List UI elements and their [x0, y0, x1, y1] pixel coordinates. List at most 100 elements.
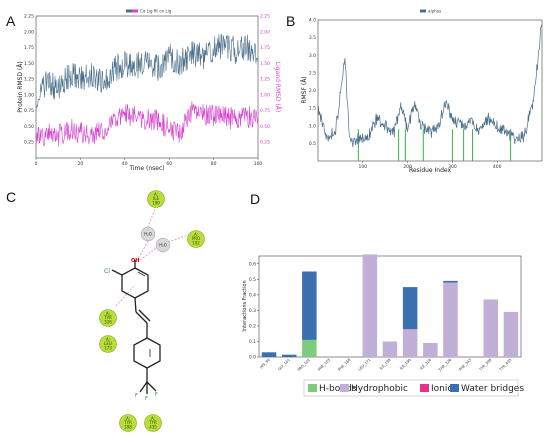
legend-label-ionic: Ionic	[431, 384, 452, 394]
residue-nodes: A:ILE199A:PRO102A:TYR326A:LEU173A:TYR398…	[99, 190, 205, 432]
x-tick-label: 80	[211, 161, 217, 167]
residue-number-label: 173	[104, 345, 112, 350]
panel-b-legend: alphas	[420, 9, 441, 14]
y-tick-label: 1.5	[309, 106, 316, 112]
atom-cl: Cl	[104, 268, 110, 275]
bar-hydrophobic	[423, 343, 438, 357]
bond-f2	[146, 381, 157, 392]
y-tick-label-right: 1.50	[260, 61, 270, 67]
hbond-water2-pro102	[167, 234, 189, 243]
panel-b-letter: B	[286, 13, 295, 29]
bar-water-bridges	[261, 352, 277, 357]
hbond-oh-water2	[139, 246, 159, 261]
hbond-ile199-water	[147, 205, 157, 228]
residue-node-circle	[147, 190, 165, 208]
y-tick-label-right: 0.25	[260, 140, 270, 146]
y-tick-label: 2.5	[309, 70, 316, 76]
panel-c: C OH Cl F	[6, 189, 205, 432]
atom-f2: F	[155, 392, 158, 398]
y-tick-label: 0.0	[249, 355, 256, 361]
residue-number-label: 199	[152, 200, 160, 205]
x-tick-label: 100	[359, 164, 368, 170]
bar-water-bridges	[282, 354, 297, 357]
panel-b-contact-lines	[357, 129, 512, 161]
residue-chain-label: A:	[106, 311, 110, 316]
panel-b: B alphas 100 200 300 400 0.5 1.0 1.5 2.0 2.5 3.0 3…	[286, 9, 543, 174]
panel-a: A Cα Lig fit on Lig 0 20 40 60 80 100 0.25 0.50…	[6, 9, 281, 173]
y-tick-label: 2.0	[309, 88, 316, 94]
y-tick-label-left: 0.75	[24, 108, 34, 114]
y-tick-label-left: 1.50	[24, 61, 34, 67]
legend-swatch-hydrophobic	[340, 384, 349, 392]
residue-chain-label: A:	[126, 416, 130, 421]
bar-hydrophobic	[483, 299, 498, 357]
y-tick-label: 0.3	[249, 308, 256, 314]
bar-hydrophobic	[402, 329, 418, 357]
ligand-phenol-ring	[121, 267, 149, 299]
panel-b-ylabel: RMSF (Å)	[301, 76, 308, 103]
x-category-label: ILE_198	[379, 357, 392, 370]
y-tick-label-left: 2.25	[24, 14, 34, 20]
water-2-label: H₂O	[159, 243, 167, 248]
x-category-label: PHE_103	[317, 358, 331, 372]
panel-c-letter: C	[6, 189, 16, 205]
x-tick-label: 60	[166, 161, 172, 167]
series-protein-rmsd	[35, 33, 259, 112]
panel-a-series	[35, 33, 259, 148]
residue-node-circle	[99, 309, 117, 327]
panel-b-legend-text: alphas	[428, 9, 441, 14]
residue-number-label: 326	[104, 319, 112, 324]
water-1-circle	[140, 226, 156, 242]
bar-hydrophobic	[362, 254, 378, 357]
residue-node-circle	[119, 414, 137, 432]
panel-a-ylabel-right: Ligand RMSD (Å)	[274, 62, 281, 112]
panel-a-xlabel: Time (nsec)	[128, 165, 164, 172]
y-tick-label-left: 0.50	[24, 124, 34, 130]
y-tick-label-right: 1.25	[260, 77, 270, 83]
bar-hydrophobic	[382, 341, 398, 357]
x-category-label: PHE_343	[458, 358, 472, 372]
hbond-water-oh	[137, 240, 149, 260]
x-tick-label: 40	[122, 161, 128, 167]
panel-d-legend-frame	[303, 379, 519, 397]
pi-tyr326	[115, 284, 136, 307]
y-tick-label: 4.0	[309, 18, 316, 24]
water-1: H₂O	[140, 226, 156, 242]
legend-swatch-water-bridges	[450, 384, 459, 392]
panel-a-plot-frame	[35, 15, 259, 159]
y-tick-label-right: 1.75	[260, 45, 270, 51]
water-2-circle	[155, 237, 171, 253]
panel-d-letter: D	[250, 191, 260, 207]
x-tick-label: 0	[35, 161, 38, 167]
x-category-label: ILE_316	[419, 357, 432, 370]
panel-b-series	[317, 24, 542, 148]
panel-a-ticks: 0 20 40 60 80 100 0.25 0.50 0.75 1.00 1.25 1.50 1.75…	[24, 14, 270, 168]
x-category-label: GLY_101	[277, 358, 291, 372]
aromatic-mark-1	[137, 271, 146, 277]
legend-label-h-bonds: H-bonds	[319, 384, 357, 394]
panel-d-bars	[261, 254, 519, 357]
y-tick-label: 0.2	[249, 323, 256, 329]
x-tick-label: 100	[254, 161, 263, 167]
legend-swatch-alphas	[420, 9, 426, 13]
series-rmsf	[317, 24, 542, 148]
atom-oh: OH	[131, 258, 139, 264]
panel-a-ylabel-left: Protein RMSD (Å)	[17, 61, 24, 112]
series-ligand-rmsd	[35, 101, 259, 148]
ligand-phenyl-ring	[133, 337, 161, 369]
bond-vinyl-1	[134, 297, 137, 313]
bar-water-bridges	[402, 287, 418, 330]
x-tick-label: 20	[78, 161, 84, 167]
bond-vinyl-2b	[138, 309, 151, 322]
interaction-lines	[115, 205, 189, 307]
water-1-label: H₂O	[144, 232, 152, 237]
y-tick-label: 0.1	[249, 339, 256, 345]
legend-label-hydrophobic: Hydrophobic	[351, 384, 408, 394]
bar-h-bonds	[302, 339, 317, 357]
ligand-aromatic-marks	[137, 271, 151, 357]
residue-number-label: 398	[124, 424, 132, 429]
